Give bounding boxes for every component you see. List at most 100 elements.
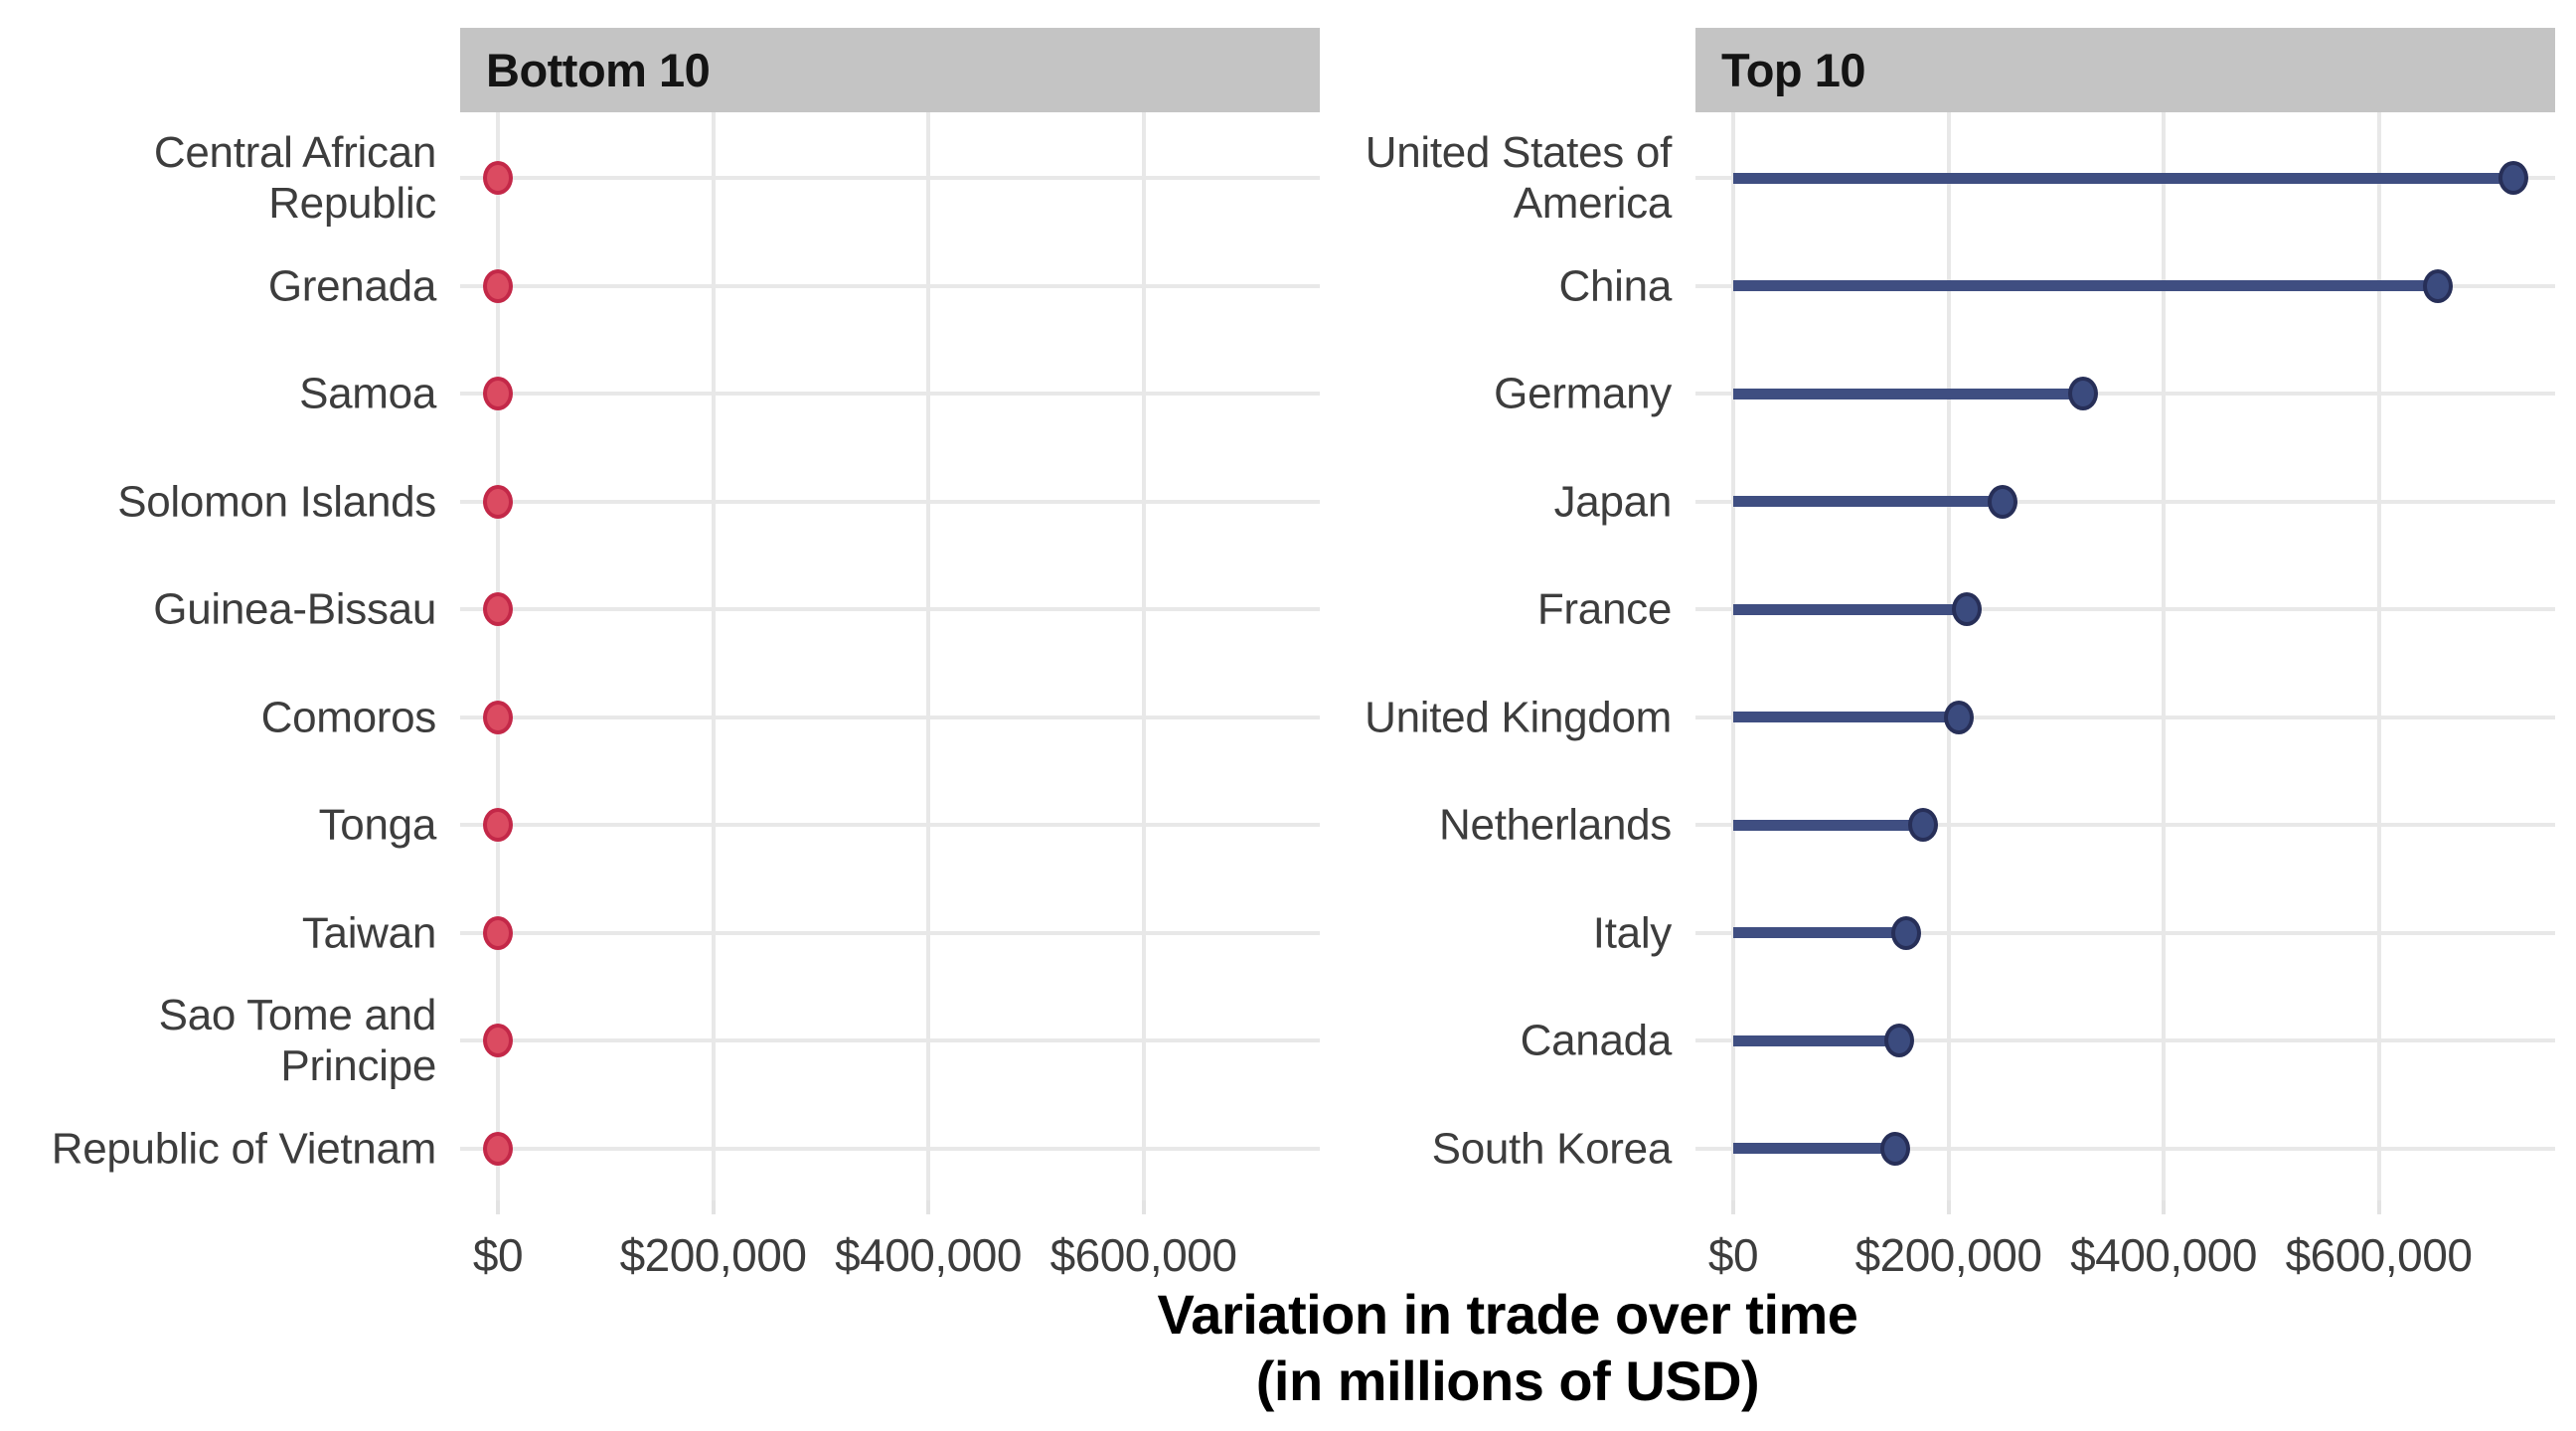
row-label-netherlands: Netherlands bbox=[1439, 800, 1672, 850]
lollipop-stem-china bbox=[1733, 280, 2439, 291]
row-label-united-kingdom: United Kingdom bbox=[1365, 693, 1672, 741]
gridline-row bbox=[460, 1146, 1320, 1151]
lollipop-dot-solomon-islands bbox=[483, 484, 513, 519]
gridline-row bbox=[1695, 715, 2555, 719]
lollipop-dot-tonga bbox=[483, 808, 513, 842]
gridline-row bbox=[1695, 930, 2555, 935]
lollipop-dot-japan bbox=[1987, 484, 2017, 519]
x-axis-tick-bottom-10 bbox=[496, 1200, 500, 1214]
gridline-row bbox=[460, 392, 1320, 396]
row-label-central-african-republic: Central African Republic bbox=[153, 128, 436, 228]
lollipop-dot-central-african-republic bbox=[483, 161, 513, 195]
x-axis-tick-bottom-10 bbox=[1141, 1200, 1146, 1214]
gridline-row bbox=[460, 715, 1320, 719]
row-label-tonga: Tonga bbox=[318, 800, 437, 850]
row-label-solomon-islands: Solomon Islands bbox=[117, 477, 436, 526]
row-label-south-korea: South Korea bbox=[1431, 1124, 1673, 1173]
x-axis-tick-top-10 bbox=[1731, 1200, 1735, 1214]
row-label-canada: Canada bbox=[1520, 1016, 1673, 1065]
gridline-x-600-000 bbox=[1141, 112, 1146, 1200]
x-tick-label-bottom-10: $600,000 bbox=[1049, 1229, 1237, 1281]
lollipop-stem-south-korea bbox=[1733, 1143, 1896, 1154]
row-label-grenada: Grenada bbox=[267, 261, 436, 310]
row-label-united-states-of-america: United States of America bbox=[1365, 128, 1673, 228]
gridline-row bbox=[460, 607, 1320, 611]
x-axis-tick-top-10 bbox=[2162, 1200, 2166, 1214]
gridline-x-200-000 bbox=[1946, 112, 1951, 1200]
x-tick-label-top-10: $400,000 bbox=[2070, 1229, 2257, 1281]
lollipop-stem-italy bbox=[1733, 927, 1907, 938]
lollipop-dot-guinea-bissau bbox=[483, 592, 513, 626]
lollipop-dot-sao-tome-and-principe bbox=[483, 1024, 513, 1057]
lollipop-dot-samoa bbox=[483, 377, 513, 410]
gridline-row bbox=[1695, 607, 2555, 611]
x-axis-tick-top-10 bbox=[1946, 1200, 1951, 1214]
lollipop-stem-netherlands bbox=[1733, 819, 1923, 831]
x-tick-label-bottom-10: $200,000 bbox=[619, 1229, 807, 1281]
gridline-row bbox=[460, 176, 1320, 180]
gridline-row bbox=[1695, 1038, 2555, 1042]
gridline-x-0 bbox=[496, 112, 500, 1200]
row-label-taiwan: Taiwan bbox=[301, 908, 436, 957]
x-axis-tick-top-10 bbox=[2376, 1200, 2381, 1214]
lollipop-stem-japan bbox=[1733, 496, 2003, 507]
row-label-comoros: Comoros bbox=[260, 693, 437, 741]
row-label-france: France bbox=[1536, 584, 1672, 634]
lollipop-stem-germany bbox=[1733, 388, 2083, 399]
gridline-row bbox=[460, 1038, 1320, 1042]
lollipop-dot-united-kingdom bbox=[1944, 700, 1975, 734]
lollipop-dot-south-korea bbox=[1880, 1131, 1911, 1166]
lollipop-stem-canada bbox=[1733, 1034, 1899, 1046]
x-axis-tick-bottom-10 bbox=[926, 1200, 930, 1214]
gridline-row bbox=[1695, 1146, 2555, 1151]
row-label-japan: Japan bbox=[1553, 477, 1673, 526]
x-axis-tick-bottom-10 bbox=[711, 1200, 716, 1214]
row-label-china: China bbox=[1558, 261, 1673, 310]
lollipop-stem-france bbox=[1733, 603, 1967, 615]
lollipop-stem-united-kingdom bbox=[1733, 712, 1960, 722]
facet-strip-bottom-10: Bottom 10 bbox=[460, 28, 1320, 112]
x-tick-label-top-10: $600,000 bbox=[2285, 1229, 2473, 1281]
gridline-x-200-000 bbox=[711, 112, 716, 1200]
lollipop-dot-united-states-of-america bbox=[2497, 161, 2528, 195]
lollipop-dot-germany bbox=[2067, 377, 2098, 410]
lollipop-dot-republic-of-vietnam bbox=[483, 1131, 513, 1166]
gridline-row bbox=[460, 283, 1320, 288]
gridline-x-400-000 bbox=[926, 112, 930, 1200]
x-axis-title-line1: Variation in trade over time bbox=[1157, 1283, 1858, 1346]
lollipop-dot-france bbox=[1951, 592, 1982, 626]
lollipop-stem-united-states-of-america bbox=[1733, 172, 2513, 184]
facet-strip-label-top-10: Top 10 bbox=[1721, 44, 1865, 96]
lollipop-dot-grenada bbox=[483, 268, 513, 303]
plot-panel-bottom-10 bbox=[460, 112, 1320, 1200]
row-label-guinea-bissau: Guinea-Bissau bbox=[153, 584, 436, 634]
gridline-row bbox=[1695, 823, 2555, 827]
gridline-x-600-000 bbox=[2376, 112, 2381, 1200]
lollipop-dot-netherlands bbox=[1907, 808, 1938, 842]
x-tick-label-top-10: $200,000 bbox=[1854, 1229, 2042, 1281]
lollipop-dot-china bbox=[2423, 268, 2454, 303]
x-axis-title: Variation in trade over time (in million… bbox=[1158, 1281, 1858, 1414]
gridline-row bbox=[460, 823, 1320, 827]
gridline-row bbox=[460, 499, 1320, 504]
lollipop-dot-italy bbox=[1891, 915, 1922, 950]
row-label-republic-of-vietnam: Republic of Vietnam bbox=[51, 1124, 437, 1173]
row-label-samoa: Samoa bbox=[299, 369, 436, 418]
lollipop-dot-canada bbox=[1883, 1024, 1914, 1057]
gridline-row bbox=[1695, 392, 2555, 396]
lollipop-dot-taiwan bbox=[483, 915, 513, 950]
row-label-sao-tome-and-principe: Sao Tome and Principe bbox=[158, 991, 437, 1090]
gridline-row bbox=[460, 930, 1320, 935]
x-tick-label-top-10: $0 bbox=[1707, 1229, 1759, 1281]
row-label-germany: Germany bbox=[1494, 369, 1672, 418]
facet-strip-top-10: Top 10 bbox=[1695, 28, 2555, 112]
row-label-italy: Italy bbox=[1592, 908, 1673, 957]
lollipop-dot-comoros bbox=[483, 700, 513, 734]
gridline-row bbox=[1695, 499, 2555, 504]
x-tick-label-bottom-10: $0 bbox=[472, 1229, 524, 1281]
gridline-x-0 bbox=[1731, 112, 1735, 1200]
gridline-x-400-000 bbox=[2162, 112, 2166, 1200]
x-axis-title-line2: (in millions of USD) bbox=[1255, 1350, 1760, 1412]
facet-strip-label-bottom-10: Bottom 10 bbox=[486, 44, 711, 96]
